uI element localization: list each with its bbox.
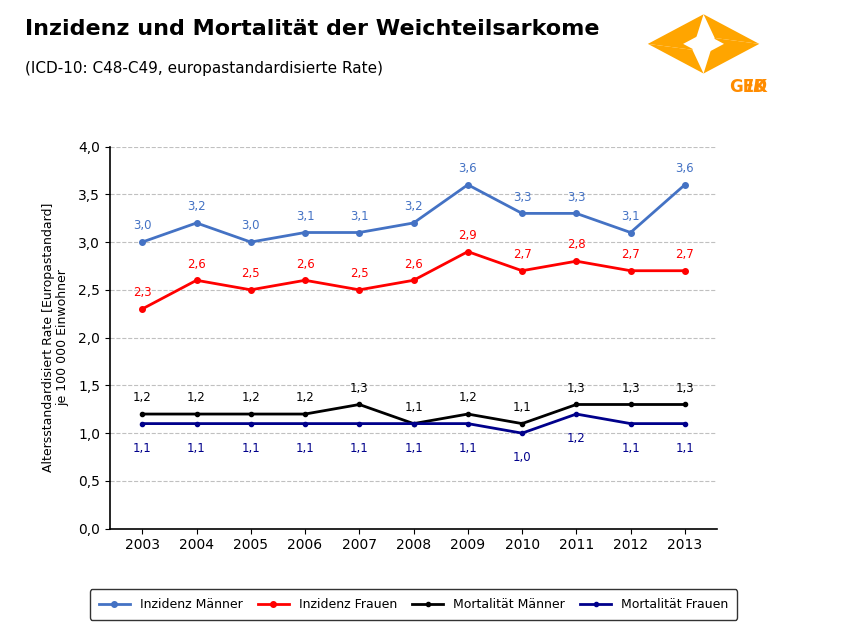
Text: 3,0: 3,0: [241, 219, 260, 233]
Text: 3,1: 3,1: [350, 210, 369, 223]
Text: 2,7: 2,7: [512, 248, 532, 261]
Text: 1,3: 1,3: [350, 382, 369, 395]
Text: 1,3: 1,3: [675, 382, 694, 395]
Text: 1,0: 1,0: [513, 451, 532, 464]
Text: 1,3: 1,3: [567, 382, 586, 395]
Text: 1,2: 1,2: [458, 391, 477, 404]
Text: 1,1: 1,1: [133, 441, 152, 455]
Text: 1,1: 1,1: [621, 441, 640, 455]
Text: 1,1: 1,1: [241, 441, 260, 455]
Text: 1,1: 1,1: [675, 441, 695, 455]
Text: 2,7: 2,7: [675, 248, 695, 261]
Text: 1,2: 1,2: [133, 391, 152, 404]
Text: 2,5: 2,5: [241, 267, 260, 280]
Text: 2,6: 2,6: [295, 257, 315, 271]
Text: 2,3: 2,3: [133, 286, 152, 299]
Text: GEK: GEK: [728, 78, 766, 96]
Text: 1,2: 1,2: [567, 432, 586, 445]
Polygon shape: [704, 14, 760, 44]
Text: 2,6: 2,6: [404, 257, 423, 271]
Text: 1,2: 1,2: [187, 391, 206, 404]
Text: 1,3: 1,3: [621, 382, 640, 395]
Text: 2,9: 2,9: [458, 229, 477, 242]
Text: 3,3: 3,3: [513, 190, 532, 204]
Text: ID: ID: [724, 78, 766, 96]
Text: 3,1: 3,1: [295, 210, 314, 223]
Text: 1,2: 1,2: [295, 391, 315, 404]
Polygon shape: [683, 33, 724, 55]
Text: (ICD-10: C48-C49, europastandardisierte Rate): (ICD-10: C48-C49, europastandardisierte …: [25, 61, 383, 76]
Text: 3,6: 3,6: [458, 162, 477, 175]
Text: 3,6: 3,6: [675, 162, 694, 175]
Text: 3,1: 3,1: [621, 210, 640, 223]
Text: 3,3: 3,3: [567, 190, 586, 204]
Text: 1,2: 1,2: [241, 391, 260, 404]
Polygon shape: [704, 38, 760, 73]
Text: 3,2: 3,2: [187, 200, 206, 213]
Polygon shape: [648, 14, 704, 50]
Legend: Inzidenz Männer, Inzidenz Frauen, Mortalität Männer, Mortalität Frauen: Inzidenz Männer, Inzidenz Frauen, Mortal…: [89, 589, 738, 620]
Text: 1,1: 1,1: [350, 441, 369, 455]
Text: 2,8: 2,8: [567, 238, 586, 252]
Text: 1,1: 1,1: [404, 441, 423, 455]
Text: 2,7: 2,7: [621, 248, 640, 261]
Text: 1,1: 1,1: [295, 441, 315, 455]
Y-axis label: Altersstandardisiert Rate [Europastandard]
je 100 000 Einwohner: Altersstandardisiert Rate [Europastandar…: [41, 203, 70, 472]
Text: 1,1: 1,1: [187, 441, 206, 455]
Text: 1,1: 1,1: [458, 441, 477, 455]
Text: 3,0: 3,0: [133, 219, 152, 233]
Text: 1,1: 1,1: [512, 401, 532, 414]
Text: 1,1: 1,1: [404, 401, 423, 414]
Text: Inzidenz und Mortalität der Weichteilsarkome: Inzidenz und Mortalität der Weichteilsar…: [25, 19, 600, 39]
Text: 2,6: 2,6: [187, 257, 206, 271]
Polygon shape: [648, 44, 704, 73]
Text: 2,5: 2,5: [350, 267, 369, 280]
Text: 3,2: 3,2: [404, 200, 423, 213]
